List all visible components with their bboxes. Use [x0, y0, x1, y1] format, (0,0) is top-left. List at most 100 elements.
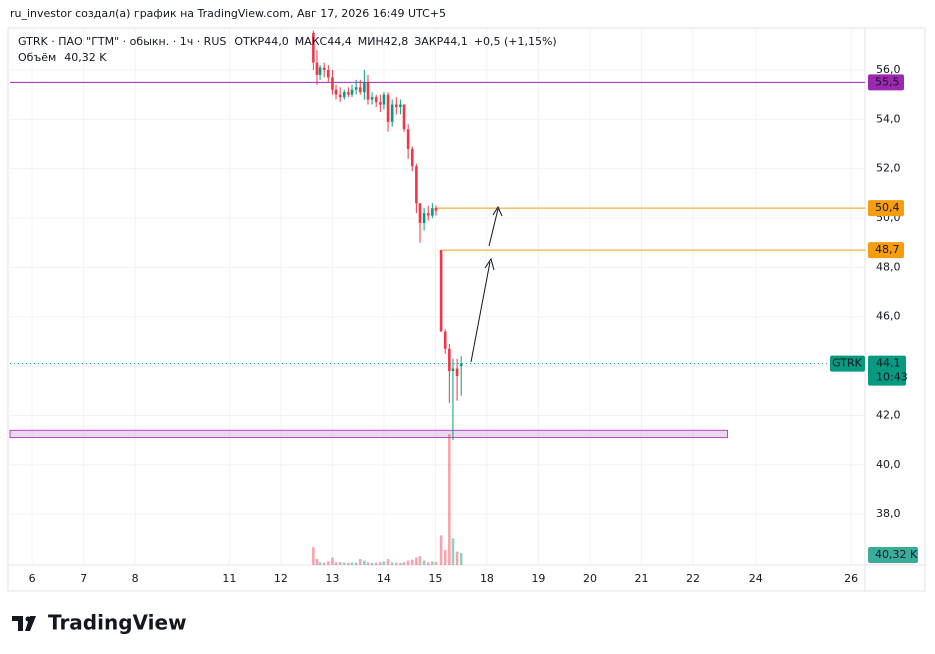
symbol-tag [830, 355, 865, 372]
candle-body [322, 67, 326, 70]
drawings [470, 205, 503, 363]
volume-bar [394, 562, 398, 565]
y-tick-label: 48,0 [876, 260, 901, 273]
price-level-label: 50,4 [875, 201, 900, 214]
candle-body [418, 203, 422, 223]
volume-bar [354, 562, 358, 565]
volume-bar [334, 562, 338, 565]
candle-body [386, 94, 390, 122]
y-tick-label: 42,0 [876, 408, 901, 421]
candle-body [390, 104, 394, 122]
logo: TradingView [12, 611, 187, 635]
candle-body [451, 368, 455, 372]
volume-bar [312, 547, 315, 565]
x-tick-label: 20 [583, 572, 597, 585]
volume-bar [455, 551, 459, 565]
zone [9, 429, 728, 439]
ohlc-name: МАКС [295, 35, 328, 48]
volume-bar [415, 557, 418, 565]
candle-body [455, 368, 459, 376]
candle-body [318, 67, 322, 75]
ohlc-value: 44,0 [264, 35, 289, 48]
volume-bar [358, 559, 362, 565]
candle-body [358, 87, 362, 93]
legend: GTRK · ПАО "ГТМ" · обыкн. · 1ч · RUS ОТКР… [18, 35, 557, 64]
candle-body [415, 166, 418, 204]
candle-body [315, 62, 319, 75]
x-tick-label: 14 [377, 572, 391, 585]
x-tick-label: 8 [132, 572, 139, 585]
ohlc-name: ОТКР [234, 35, 264, 48]
arrow [470, 261, 491, 363]
volume-bar [379, 562, 382, 565]
ohlc-value: 44,1 [443, 35, 468, 48]
x-tick-label: 21 [634, 572, 648, 585]
candle-body [363, 82, 366, 93]
volume-bar [459, 553, 463, 565]
candle-body [406, 129, 410, 149]
ohlc-name: МИН [358, 35, 384, 48]
x-tick-label: 26 [844, 572, 858, 585]
candle-body [448, 348, 451, 372]
volume-bar [350, 562, 354, 565]
volume-bar [374, 562, 378, 565]
y-tick-label: 54,0 [876, 112, 901, 125]
x-tick-label: 18 [480, 572, 494, 585]
volume-bar [322, 562, 326, 565]
countdown: 10:43 [876, 371, 908, 384]
candle-body [410, 148, 414, 167]
arrow-head [492, 205, 503, 217]
change: +0,5 (+1,15%) [474, 35, 557, 48]
x-tick-label: 11 [222, 572, 236, 585]
price-level-tag [868, 242, 904, 259]
plot: 38,040,042,044,046,048,050,052,054,056,0… [9, 28, 918, 585]
volume-bar [439, 535, 443, 565]
volume-bar [406, 560, 410, 565]
logo-dot [25, 616, 31, 622]
price-level-tag [868, 200, 904, 217]
candle-body [347, 92, 350, 95]
volume-bar [399, 562, 402, 565]
candle-body [350, 89, 354, 95]
volume-bar [327, 561, 330, 565]
volume-bar [370, 562, 374, 565]
candle-body [382, 94, 386, 105]
price-level-label: 55,5 [875, 75, 900, 88]
volume-bar [382, 561, 386, 565]
candle-body [443, 331, 447, 349]
volume-bar [338, 562, 342, 565]
volume-bar [318, 562, 322, 565]
candle-body [374, 97, 378, 103]
candle-body [331, 77, 334, 90]
volume-bar [386, 559, 390, 565]
volume-bar [402, 562, 406, 565]
volume-bar [410, 559, 414, 565]
y-tick-label: 40,0 [876, 458, 901, 471]
candle-body [312, 32, 315, 63]
candle-body [366, 82, 370, 100]
last-price-tag [868, 355, 906, 386]
candle-body [426, 213, 430, 216]
volume-bar [315, 559, 319, 565]
volume-bar [451, 538, 455, 565]
credit: ru_investor создал(а) график на TradingV… [10, 7, 446, 20]
ohlc-value: 42,8 [384, 35, 409, 48]
brand: TradingView [48, 611, 187, 635]
volume-value: 40,32 K [64, 51, 107, 64]
y-tick-label: 52,0 [876, 162, 901, 175]
x-tick-label: 12 [274, 572, 288, 585]
candle-body [431, 208, 434, 216]
ohlc-name: ЗАКР [414, 35, 443, 48]
volume-bar [347, 562, 350, 565]
last-price-label: 44,1 [876, 357, 901, 370]
volume-bar [448, 434, 451, 565]
arrow-head [484, 257, 495, 271]
candle-body [342, 92, 346, 98]
volume-bar [363, 560, 366, 565]
y-tick-label: 38,0 [876, 507, 901, 520]
x-tick-label: 13 [325, 572, 339, 585]
logo-mark [12, 616, 36, 631]
arrow [488, 208, 499, 247]
y-tick-label: 46,0 [876, 310, 901, 323]
